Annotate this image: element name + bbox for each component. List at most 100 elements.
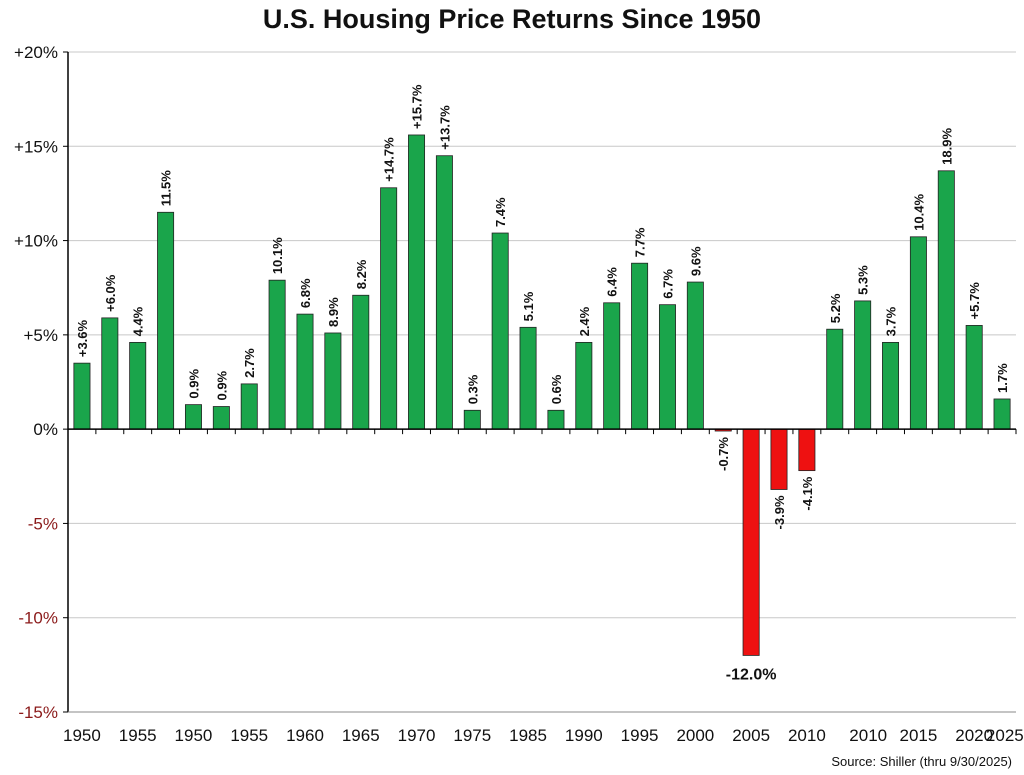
x-tick-label: 2020 — [955, 726, 993, 745]
x-tick-label: 1990 — [565, 726, 603, 745]
data-label: 2.7% — [242, 348, 257, 378]
data-label: 5.3% — [856, 265, 871, 295]
source-note: Source: Shiller (thru 9/30/2025) — [831, 754, 1012, 769]
bar — [993, 398, 1011, 430]
bar — [212, 406, 230, 430]
bar — [882, 341, 900, 430]
bar — [575, 341, 593, 430]
data-label: 10.1% — [270, 237, 285, 274]
bar — [491, 232, 509, 430]
chart-title: U.S. Housing Price Returns Since 1950 — [262, 4, 762, 34]
data-label: +6.0% — [103, 274, 118, 312]
x-tick-label: 1955 — [230, 726, 268, 745]
bar — [631, 262, 649, 430]
y-tick-label: +5% — [24, 326, 59, 345]
data-label: 6.8% — [298, 278, 313, 308]
bar — [463, 409, 481, 430]
bar — [101, 317, 119, 430]
data-label: 6.4% — [605, 267, 620, 297]
bar — [909, 236, 927, 430]
x-tick-label: 2010 — [788, 726, 826, 745]
x-tick-label: 1950 — [63, 726, 101, 745]
y-tick-label: -15% — [18, 703, 58, 722]
y-tick-label: +15% — [14, 137, 58, 156]
data-label: 1.7% — [995, 363, 1010, 393]
bar — [742, 428, 760, 656]
x-tick-label: 1965 — [342, 726, 380, 745]
bar — [519, 326, 537, 430]
x-tick-label: 2015 — [899, 726, 937, 745]
y-tick-label: -5% — [28, 514, 58, 533]
data-label: +14.7% — [382, 137, 397, 182]
data-label: 0.3% — [465, 374, 480, 404]
bar — [603, 302, 621, 430]
gridlines — [68, 51, 1016, 713]
data-label: -0.7% — [716, 437, 731, 471]
data-label: +3.6% — [75, 319, 90, 357]
y-tick-label: 0% — [33, 420, 58, 439]
data-label: 8.9% — [326, 297, 341, 327]
bar — [937, 170, 955, 430]
x-tick-label: 1985 — [509, 726, 547, 745]
bar — [380, 187, 398, 430]
bar — [157, 211, 175, 430]
bar — [296, 313, 314, 430]
bar — [129, 341, 147, 430]
axes — [63, 51, 1017, 713]
x-tick-label: 2010 — [849, 726, 887, 745]
bar — [658, 304, 676, 430]
y-tick-label: -10% — [18, 609, 58, 628]
data-label: 6.7% — [660, 269, 675, 299]
x-tick-label: 1955 — [119, 726, 157, 745]
bar — [770, 428, 788, 490]
y-tick-labels: +20% +15% +10% +5% 0% -5% -10% -15% — [14, 43, 58, 722]
bar — [965, 325, 983, 430]
x-tick-label: 1975 — [453, 726, 491, 745]
y-tick-label: +20% — [14, 43, 58, 62]
bar — [184, 404, 202, 430]
data-label: 7.4% — [493, 197, 508, 227]
x-tick-label: 1970 — [398, 726, 436, 745]
bar — [408, 134, 426, 430]
data-label: -4.1% — [800, 476, 815, 510]
data-label: +5.7% — [967, 282, 982, 320]
x-tick-labels: 1950 1955 1950 1955 1960 1965 1970 1975 1985 1990… — [63, 726, 1024, 745]
data-label: 9.6% — [688, 246, 703, 276]
data-label: +15.7% — [410, 84, 425, 129]
bar — [798, 428, 816, 472]
data-label: 10.4% — [911, 193, 926, 230]
bar — [854, 300, 872, 430]
bar — [240, 383, 258, 430]
bar — [324, 332, 342, 430]
data-label: 3.7% — [884, 306, 899, 336]
x-tick-label: 1995 — [621, 726, 659, 745]
data-label: 5.1% — [521, 291, 536, 321]
x-tick-label: 1960 — [286, 726, 324, 745]
data-label: 0.9% — [186, 369, 201, 399]
bar — [73, 362, 91, 430]
bar — [686, 281, 704, 430]
bar — [826, 328, 844, 430]
data-label: 5.2% — [828, 293, 843, 323]
bar — [352, 294, 370, 430]
data-label: 2.4% — [577, 306, 592, 336]
data-label: 18.9% — [939, 127, 954, 164]
x-tick-label: 2005 — [732, 726, 770, 745]
x-tick-label: 1950 — [175, 726, 213, 745]
data-labels: +3.6% +6.0% 4.4% 11.5% 0.9% 0.9% 2.7% 10.1% 6.8%… — [75, 84, 1010, 683]
x-tick-label: 2000 — [676, 726, 714, 745]
data-label: 7.7% — [633, 227, 648, 257]
bar — [435, 155, 453, 430]
bar — [547, 409, 565, 430]
bar — [268, 279, 286, 430]
data-label: 0.9% — [214, 370, 229, 400]
data-label: +13.7% — [437, 105, 452, 150]
data-label: 11.5% — [159, 170, 174, 207]
data-label: 4.4% — [131, 306, 146, 336]
x-tick-label: 2025 — [986, 726, 1024, 745]
data-label: -12.0% — [726, 666, 777, 683]
data-label: 8.2% — [354, 259, 369, 289]
data-label: -3.9% — [772, 495, 787, 529]
y-tick-label: +10% — [14, 232, 58, 251]
